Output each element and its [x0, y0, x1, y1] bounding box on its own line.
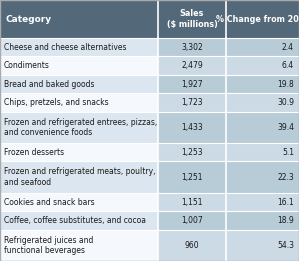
Text: 19.8: 19.8	[277, 80, 294, 88]
Bar	[158, 38, 226, 56]
Bar	[226, 75, 299, 93]
Bar	[226, 230, 299, 261]
Bar	[0, 56, 158, 75]
Text: 1,723: 1,723	[181, 98, 203, 107]
Text: Category: Category	[5, 15, 51, 23]
Bar	[158, 193, 226, 211]
Text: % Change from 2005: % Change from 2005	[216, 15, 299, 23]
Bar	[226, 162, 299, 193]
Bar	[226, 112, 299, 143]
Text: Frozen and refrigerated meats, poultry,
and seafood: Frozen and refrigerated meats, poultry, …	[4, 168, 155, 187]
Bar	[226, 143, 299, 162]
Text: Cookies and snack bars: Cookies and snack bars	[4, 198, 94, 206]
Text: 1,151: 1,151	[181, 198, 203, 206]
Bar	[0, 193, 158, 211]
Text: Frozen and refrigerated entrees, pizzas,
and convenience foods: Frozen and refrigerated entrees, pizzas,…	[4, 118, 157, 137]
Bar	[158, 162, 226, 193]
Bar	[226, 93, 299, 112]
Text: 18.9: 18.9	[277, 216, 294, 225]
Bar	[0, 75, 158, 93]
Bar	[158, 143, 226, 162]
Bar	[158, 93, 226, 112]
Bar	[158, 75, 226, 93]
Text: Chips, pretzels, and snacks: Chips, pretzels, and snacks	[4, 98, 109, 107]
Bar	[158, 0, 226, 38]
Text: 39.4: 39.4	[277, 123, 294, 132]
Text: Coffee, coffee substitutes, and cocoa: Coffee, coffee substitutes, and cocoa	[4, 216, 146, 225]
Text: 1,253: 1,253	[181, 148, 203, 157]
Bar	[226, 38, 299, 56]
Text: Bread and baked goods: Bread and baked goods	[4, 80, 94, 88]
Text: 1,433: 1,433	[181, 123, 203, 132]
Bar	[0, 162, 158, 193]
Text: 1,927: 1,927	[181, 80, 203, 88]
Text: 3,302: 3,302	[181, 43, 203, 52]
Text: Sales
($ millions): Sales ($ millions)	[167, 9, 217, 29]
Bar	[0, 112, 158, 143]
Bar	[226, 193, 299, 211]
Text: Frozen desserts: Frozen desserts	[4, 148, 64, 157]
Text: 6.4: 6.4	[282, 61, 294, 70]
Bar	[0, 38, 158, 56]
Text: 2,479: 2,479	[181, 61, 203, 70]
Bar	[158, 56, 226, 75]
Text: 1,007: 1,007	[181, 216, 203, 225]
Bar	[226, 56, 299, 75]
Text: 960: 960	[185, 241, 199, 250]
Bar	[226, 0, 299, 38]
Bar	[226, 211, 299, 230]
Text: 22.3: 22.3	[277, 173, 294, 182]
Bar	[158, 230, 226, 261]
Bar	[0, 211, 158, 230]
Text: Cheese and cheese alternatives: Cheese and cheese alternatives	[4, 43, 126, 52]
Bar	[158, 211, 226, 230]
Text: 2.4: 2.4	[282, 43, 294, 52]
Bar	[0, 143, 158, 162]
Bar	[0, 0, 158, 38]
Text: 5.1: 5.1	[282, 148, 294, 157]
Text: 30.9: 30.9	[277, 98, 294, 107]
Text: Refrigerated juices and
functional beverages: Refrigerated juices and functional bever…	[4, 236, 93, 255]
Text: 54.3: 54.3	[277, 241, 294, 250]
Text: 1,251: 1,251	[181, 173, 203, 182]
Text: Condiments: Condiments	[4, 61, 50, 70]
Bar	[0, 230, 158, 261]
Bar	[158, 112, 226, 143]
Bar	[0, 93, 158, 112]
Text: 16.1: 16.1	[277, 198, 294, 206]
